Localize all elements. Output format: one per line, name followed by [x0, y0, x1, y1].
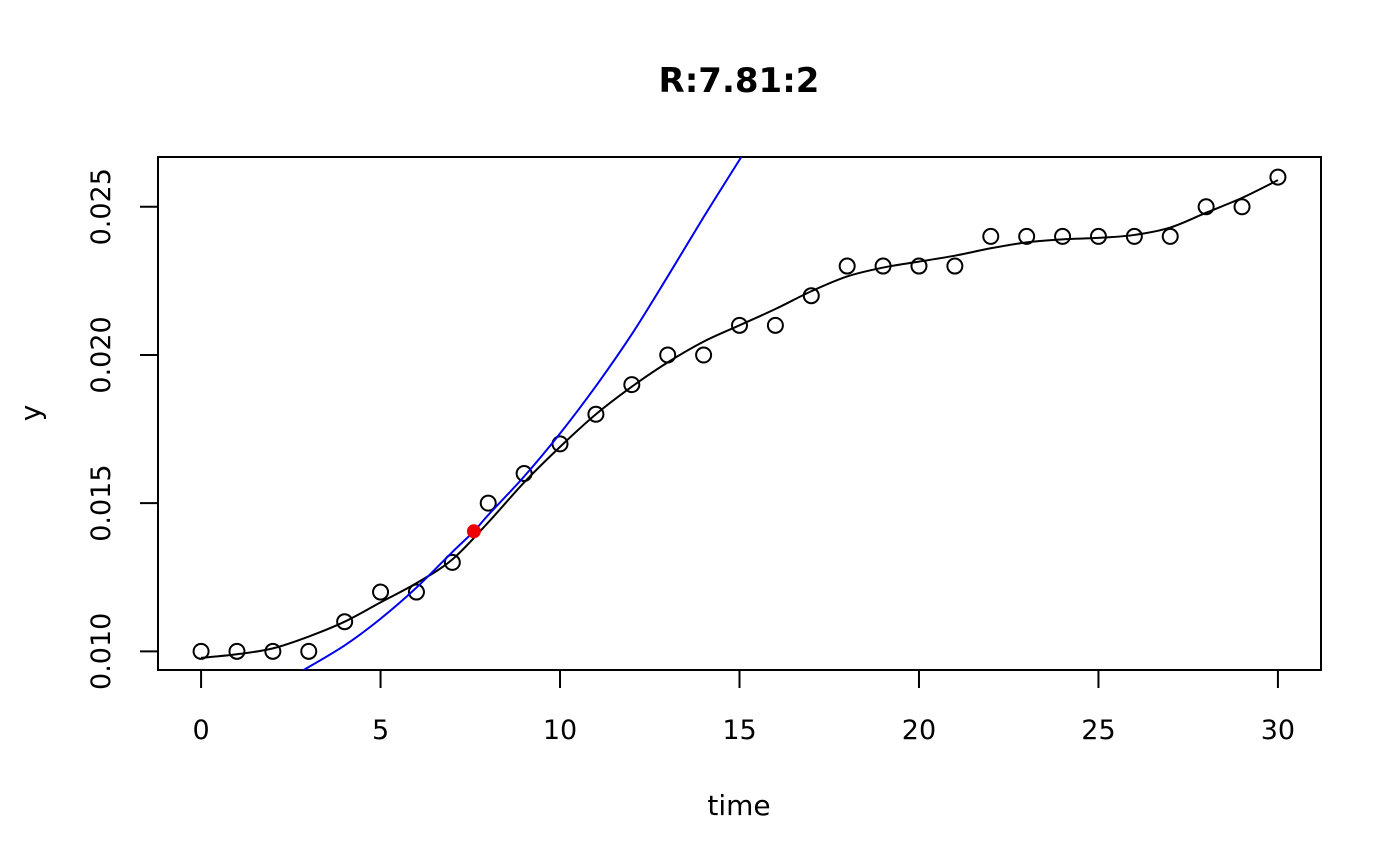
- data-point: [731, 316, 748, 334]
- data-point: [407, 583, 425, 601]
- data-point: [1197, 198, 1215, 216]
- data-point: [910, 257, 928, 275]
- chart-title: R:7.81:2: [659, 61, 820, 101]
- data-point: [479, 494, 497, 512]
- data-point: [982, 227, 1000, 245]
- data-point: [300, 642, 318, 660]
- data-point: [946, 257, 964, 275]
- x-tick-label: 15: [722, 715, 756, 746]
- data-point: [1018, 227, 1036, 245]
- highlight-point: [466, 524, 481, 539]
- x-tick-label: 20: [902, 715, 936, 746]
- y-tick-label: 0.015: [86, 465, 117, 542]
- data-point: [1054, 227, 1072, 245]
- data-point: [695, 346, 713, 364]
- y-axis: 0.010 0.015 0.020 0.025: [86, 168, 159, 690]
- x-tick-label: 10: [543, 715, 577, 746]
- data-point: [1269, 168, 1287, 186]
- x-tick-label: 30: [1261, 715, 1295, 746]
- data-point: [838, 257, 856, 275]
- x-tick-label: 0: [192, 715, 209, 746]
- y-tick-label: 0.010: [86, 613, 117, 690]
- data-point: [515, 465, 533, 483]
- y-tick-label: 0.025: [86, 168, 117, 245]
- x-axis: 0 5 10 15 20 25 30: [192, 669, 1295, 746]
- data-point: [766, 316, 784, 334]
- data-point: [372, 583, 390, 601]
- x-tick-label: 5: [372, 715, 389, 746]
- data-point: [264, 642, 282, 660]
- data-point: [336, 613, 354, 631]
- fitted-curve: [200, 179, 1279, 659]
- x-tick-label: 25: [1081, 715, 1115, 746]
- data-point: [1089, 227, 1107, 245]
- y-axis-label: y: [14, 405, 47, 422]
- data-point: [1233, 198, 1251, 216]
- data-point: [192, 642, 210, 660]
- data-point: [623, 376, 641, 394]
- data-point: [228, 642, 246, 660]
- plot-area: [192, 157, 1287, 670]
- tangent-line: [301, 157, 743, 670]
- y-tick-label: 0.020: [86, 316, 117, 393]
- x-axis-label: time: [707, 789, 770, 822]
- data-point: [443, 553, 461, 571]
- data-point: [587, 405, 605, 423]
- data-point: [1161, 227, 1179, 245]
